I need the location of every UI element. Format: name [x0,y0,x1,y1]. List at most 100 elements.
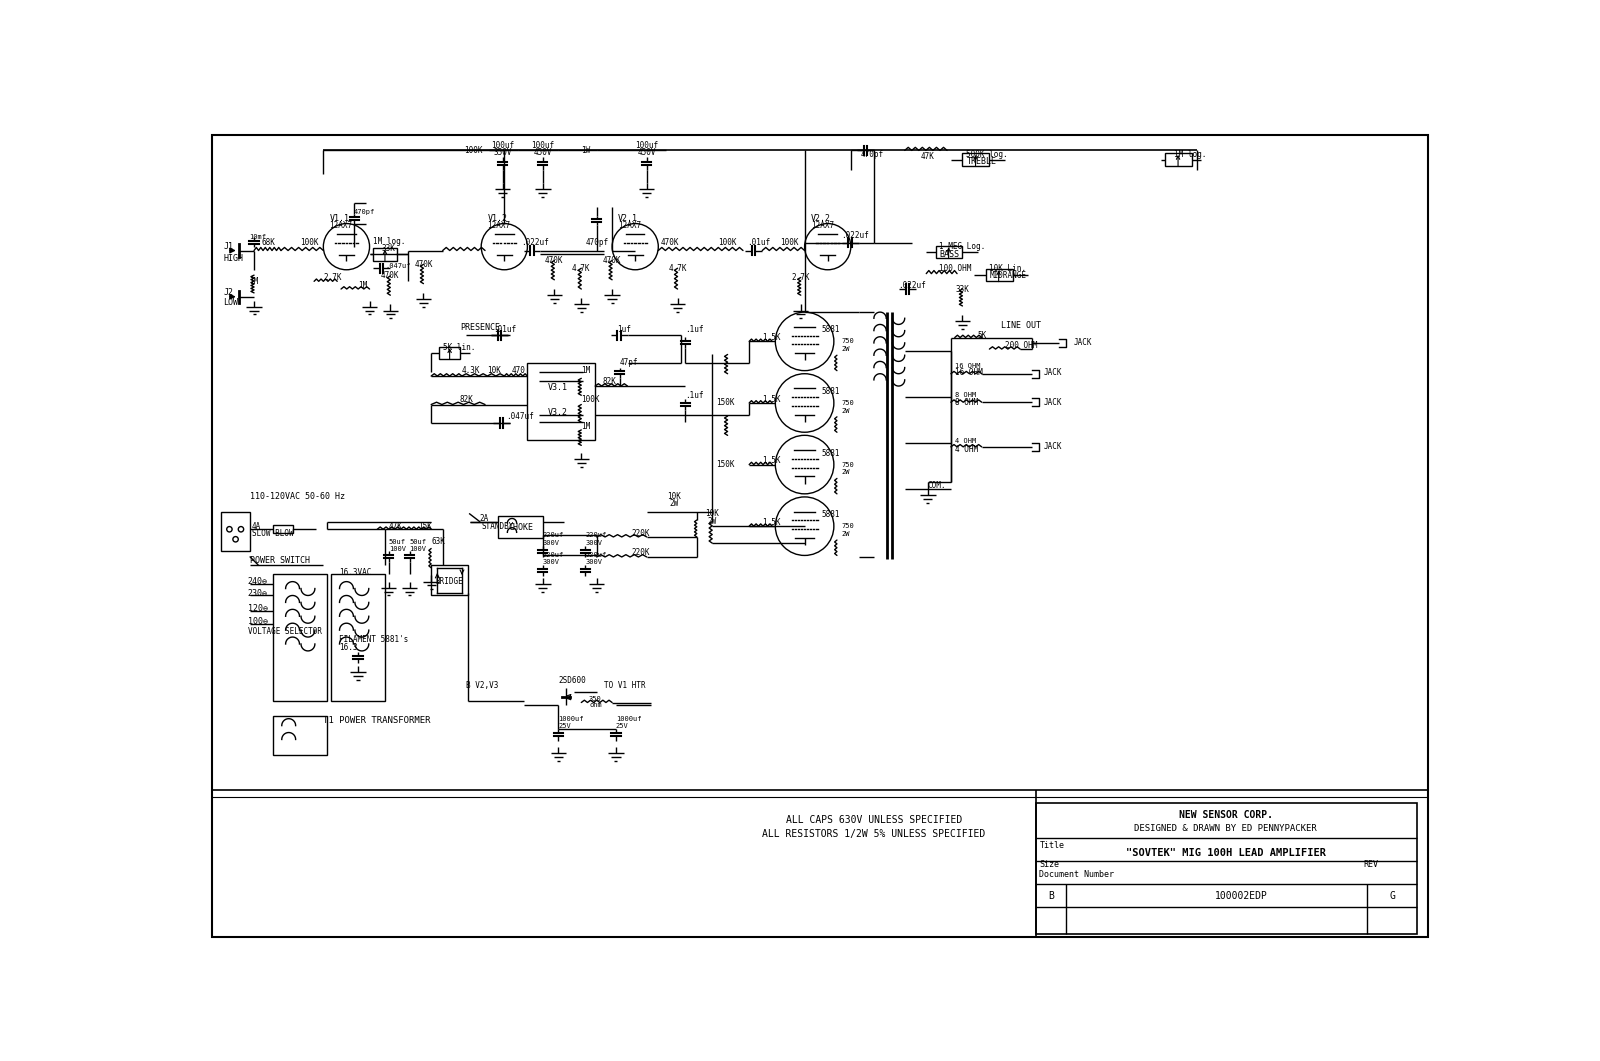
Text: BASS: BASS [939,250,960,259]
Text: V3.2: V3.2 [549,407,568,417]
Text: 8 OHM: 8 OHM [955,393,976,398]
Text: Size: Size [1040,860,1059,869]
Text: 350: 350 [589,696,602,701]
Text: 750: 750 [842,338,854,345]
Text: 100⊖: 100⊖ [248,618,267,626]
Text: 470K: 470K [661,239,678,247]
Text: 1 MEG Log.: 1 MEG Log. [939,242,986,251]
Text: G: G [1389,891,1395,901]
Text: 750: 750 [842,400,854,406]
Text: .01uf: .01uf [747,239,770,247]
Text: Document Number: Document Number [1040,870,1115,879]
Text: J2: J2 [224,289,234,297]
Text: 5K: 5K [978,331,987,340]
Text: V2.1: V2.1 [618,213,638,223]
Text: 1M: 1M [581,421,590,431]
Text: 470K: 470K [414,260,432,268]
Text: 470pf: 470pf [861,150,883,159]
Bar [498,516,542,538]
Bar [438,347,461,359]
Bar [331,574,386,701]
Bar [274,574,326,701]
Text: 100uf: 100uf [635,140,658,150]
Text: 300V: 300V [542,559,560,566]
Text: V1.2: V1.2 [488,213,507,223]
Text: 68K: 68K [262,239,275,247]
Bar [430,564,469,595]
Bar [528,363,595,440]
Text: 12AX7: 12AX7 [488,222,510,230]
Text: 220uf: 220uf [586,552,606,558]
Text: JACK: JACK [1043,442,1062,451]
Text: 1M: 1M [581,366,590,376]
Text: 2W: 2W [842,407,850,414]
Text: 10K Lin.: 10K Lin. [989,264,1027,273]
Text: REV: REV [1363,860,1378,869]
Text: .047uf: .047uf [507,413,534,421]
Text: 12AX7: 12AX7 [330,222,352,230]
Text: 63K: 63K [430,537,445,546]
Text: 10K: 10K [667,492,680,502]
Text: 470K: 470K [603,256,621,265]
Text: PRESENCE: PRESENCE [461,323,501,332]
Bar [1035,803,1416,935]
Text: 1000uf: 1000uf [558,716,584,721]
Text: T1 POWER TRANSFORMER: T1 POWER TRANSFORMER [323,716,430,725]
Text: 50uf: 50uf [410,539,427,544]
Text: .022uf: .022uf [522,239,549,247]
Text: 16 OHM: 16 OHM [955,363,981,369]
Text: SLOW BLOW: SLOW BLOW [251,529,293,538]
Text: 47K: 47K [389,522,403,530]
Text: 220uf: 220uf [542,552,565,558]
Text: 1M log.: 1M log. [1174,150,1206,159]
Text: .01uf: .01uf [493,326,515,334]
Text: 82K: 82K [603,377,616,386]
Text: 300V: 300V [542,540,560,546]
Text: 4A: 4A [251,522,261,530]
Text: 470K: 470K [381,272,400,280]
Text: 500K log.: 500K log. [966,150,1008,159]
Text: 5881: 5881 [821,387,840,396]
Text: 16 OHM: 16 OHM [955,368,982,377]
Text: VOLTAGE SELECTOR: VOLTAGE SELECTOR [248,627,322,637]
Text: 10mf: 10mf [248,234,266,241]
Text: 1uf: 1uf [616,326,630,334]
Text: 47K: 47K [922,152,934,161]
Text: 1.5K: 1.5K [762,333,781,342]
Bar [373,248,397,261]
Text: STANDBY: STANDBY [482,522,514,530]
Text: TREBLE: TREBLE [966,157,997,167]
Text: 120⊖: 120⊖ [248,604,267,613]
Text: 5881: 5881 [821,449,840,457]
Text: .1uf: .1uf [685,390,704,400]
Text: 150K: 150K [717,399,734,407]
Text: 200 OHM: 200 OHM [1005,341,1037,350]
Text: 450V: 450V [637,149,656,157]
Text: 750: 750 [842,462,854,468]
Text: .022uf: .022uf [899,281,926,290]
Text: 110-120VAC 50-60 Hz: 110-120VAC 50-60 Hz [250,492,346,502]
FancyArrowPatch shape [230,295,234,299]
Text: JACK: JACK [1043,398,1062,406]
Text: V3.1: V3.1 [549,383,568,393]
Text: 470pf: 470pf [354,209,376,215]
Text: 100K: 100K [581,395,600,403]
Text: 100K: 100K [779,239,798,247]
Text: 240⊖: 240⊖ [248,577,267,586]
Text: LOW: LOW [224,298,238,308]
Text: 100 OHM: 100 OHM [939,264,971,273]
Text: 16.3VAC: 16.3VAC [339,568,371,577]
Text: 220K: 220K [632,547,650,557]
Text: 12AX7: 12AX7 [618,222,642,230]
Text: 750: 750 [842,523,854,529]
Text: ohm: ohm [589,701,602,708]
Text: 220K: 220K [632,529,650,538]
Text: 1.5K: 1.5K [762,395,781,403]
Text: 33K: 33K [382,244,395,254]
Bar [963,154,989,166]
Text: .047uf: .047uf [386,263,411,268]
Text: 4 OHM: 4 OHM [955,445,978,454]
Text: 470pf: 470pf [586,239,608,247]
Text: 450V: 450V [533,149,552,157]
Bar [221,512,250,551]
